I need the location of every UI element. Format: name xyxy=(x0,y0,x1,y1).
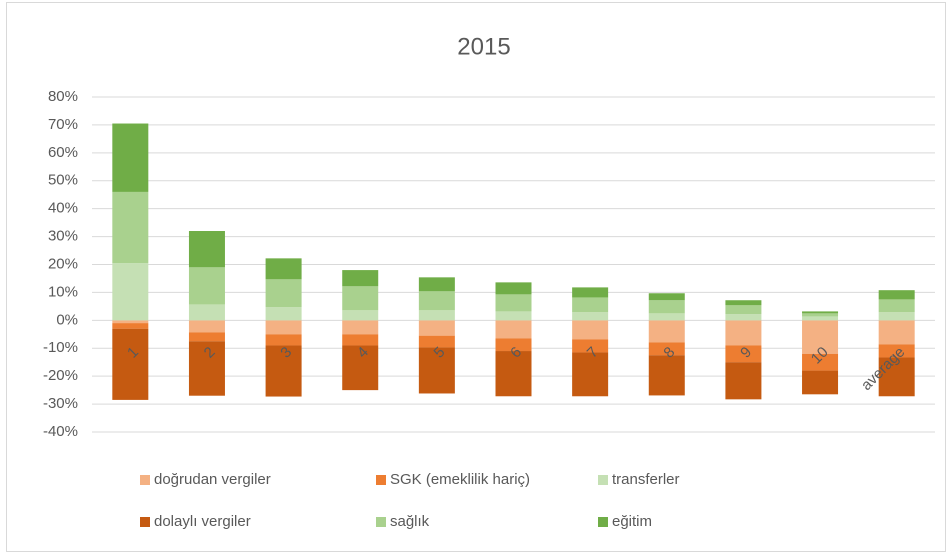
bar-segment xyxy=(725,320,762,346)
bar-segment xyxy=(648,342,685,356)
y-tick-label: 70% xyxy=(48,116,78,133)
bar-segment xyxy=(572,339,609,353)
bar-segment xyxy=(112,320,149,324)
bar-segment xyxy=(188,304,225,321)
bar-segment xyxy=(112,323,149,329)
bar-segment xyxy=(112,328,149,400)
bar-segment xyxy=(418,320,455,336)
y-tick-label: 50% xyxy=(48,172,78,189)
bar-segment xyxy=(342,320,379,335)
bar-segment xyxy=(725,314,762,321)
bar-segment xyxy=(878,312,915,321)
bar-segment xyxy=(725,305,762,315)
bar-segment xyxy=(418,291,455,311)
legend-swatch xyxy=(598,475,608,485)
bar-segment xyxy=(418,335,455,348)
bar-segment xyxy=(878,357,915,397)
y-tick-label: 30% xyxy=(48,228,78,245)
bar-segment xyxy=(648,300,685,314)
bar-segment xyxy=(572,320,609,340)
bar-segment xyxy=(495,282,532,295)
bar-segment xyxy=(265,320,302,335)
bar-segment xyxy=(265,258,302,280)
legend-label: transferler xyxy=(612,471,680,488)
bar-segment xyxy=(495,311,532,321)
bar-segment xyxy=(572,312,609,321)
bar-segment xyxy=(648,355,685,396)
bar-segment xyxy=(342,310,379,321)
bar-segment xyxy=(802,320,839,354)
bar-segment xyxy=(878,320,915,345)
bar-segment xyxy=(495,338,532,352)
bar-segment xyxy=(265,279,302,308)
bar-segment xyxy=(418,347,455,394)
bar-segment xyxy=(648,293,685,301)
bar-segment xyxy=(188,320,225,333)
bar-segment xyxy=(878,290,915,300)
bar-segment xyxy=(112,191,149,264)
bar-segment xyxy=(648,313,685,321)
bar-segment xyxy=(188,341,225,396)
bar-segment xyxy=(265,334,302,346)
chart-title: 2015 xyxy=(457,33,510,60)
legend-label: doğrudan vergiler xyxy=(154,471,271,488)
bar-segment xyxy=(802,316,839,321)
bar-segment xyxy=(342,345,379,391)
y-tick-label: 60% xyxy=(48,144,78,161)
bar-segment xyxy=(495,320,532,339)
bar-segment xyxy=(265,307,302,321)
bar-segment xyxy=(418,310,455,321)
bar-segment xyxy=(572,287,609,298)
legend-swatch xyxy=(598,517,608,527)
bar-segment xyxy=(418,277,455,292)
y-tick-label: 20% xyxy=(48,255,78,272)
bar-segment xyxy=(188,332,225,342)
legend-label: SGK (emeklilik hariç) xyxy=(390,471,530,488)
bar-segment xyxy=(342,270,379,287)
legend-swatch xyxy=(376,475,386,485)
bar-segment xyxy=(495,294,532,312)
legend-label: sağlık xyxy=(390,513,430,530)
bar-segment xyxy=(572,297,609,313)
bar-segment xyxy=(188,231,225,268)
chart-border xyxy=(6,2,946,552)
y-tick-label: 80% xyxy=(48,88,78,105)
legend-swatch xyxy=(140,517,150,527)
bar-segment xyxy=(802,370,839,395)
y-tick-label: 0% xyxy=(56,311,78,328)
y-tick-label: -40% xyxy=(43,423,78,440)
bar-segment xyxy=(802,311,839,314)
legend-swatch xyxy=(376,517,386,527)
bar-segment xyxy=(265,345,302,397)
bar-segment xyxy=(648,320,685,343)
bar-segment xyxy=(725,345,762,363)
bar-segment xyxy=(495,351,532,397)
legend-swatch xyxy=(140,475,150,485)
bar-segment xyxy=(725,300,762,306)
bar-segment xyxy=(188,267,225,305)
y-tick-label: -10% xyxy=(43,339,78,356)
bar-segment xyxy=(725,362,762,400)
legend-label: dolaylı vergiler xyxy=(154,513,251,530)
y-tick-label: 10% xyxy=(48,283,78,300)
bar-segment xyxy=(342,334,379,346)
y-tick-label: -20% xyxy=(43,367,78,384)
bar-segment xyxy=(572,352,609,397)
bar-segment xyxy=(878,299,915,313)
y-tick-label: 40% xyxy=(48,200,78,217)
bar-segment xyxy=(342,286,379,311)
bar-segment xyxy=(112,263,149,321)
bar-segment xyxy=(112,123,149,192)
bar-segment xyxy=(802,353,839,371)
bar-segment xyxy=(802,313,839,317)
legend-label: eğitim xyxy=(612,513,652,530)
bar-segment xyxy=(878,344,915,358)
y-tick-label: -30% xyxy=(43,395,78,412)
